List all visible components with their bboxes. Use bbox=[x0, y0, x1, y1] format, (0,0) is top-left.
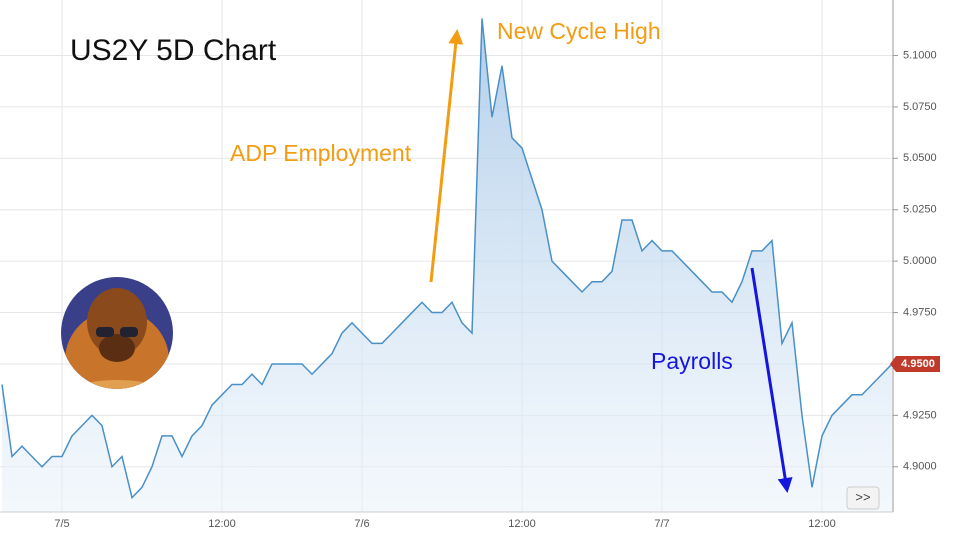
last-price-marker bbox=[890, 355, 940, 372]
x-tick-label: 12:00 bbox=[208, 518, 236, 530]
y-tick-label: 5.0500 bbox=[903, 152, 937, 164]
avatar bbox=[61, 277, 173, 389]
y-tick-label: 5.0750 bbox=[903, 101, 937, 113]
area bbox=[2, 18, 892, 513]
x-tick-label: 7/5 bbox=[54, 518, 69, 530]
x-tick-label: 12:00 bbox=[508, 518, 536, 530]
last-price-label: 4.9500 bbox=[901, 358, 935, 370]
y-tick-label: 5.0000 bbox=[903, 255, 937, 267]
arrow bbox=[750, 267, 793, 493]
y-tick-label: 4.9000 bbox=[903, 461, 937, 473]
x-tick-label: 7/7 bbox=[654, 518, 669, 530]
y-tick-label: 5.1000 bbox=[903, 49, 937, 61]
arrow bbox=[429, 29, 464, 283]
annotation: New Cycle High bbox=[497, 18, 661, 44]
annotation: Payrolls bbox=[651, 348, 733, 374]
nav-button[interactable] bbox=[846, 486, 880, 510]
x-tick-label: 7/6 bbox=[354, 518, 369, 530]
nav-button-label[interactable]: >> bbox=[855, 489, 870, 504]
x-tick-label: 12:00 bbox=[808, 518, 836, 530]
chart-title: US2Y 5D Chart bbox=[70, 34, 277, 67]
y-tick-label: 4.9750 bbox=[903, 306, 937, 318]
y-tick-label: 4.9250 bbox=[903, 409, 937, 421]
annotation: ADP Employment bbox=[230, 140, 412, 166]
y-tick-label: 5.0250 bbox=[903, 204, 937, 216]
line bbox=[1, 18, 893, 500]
